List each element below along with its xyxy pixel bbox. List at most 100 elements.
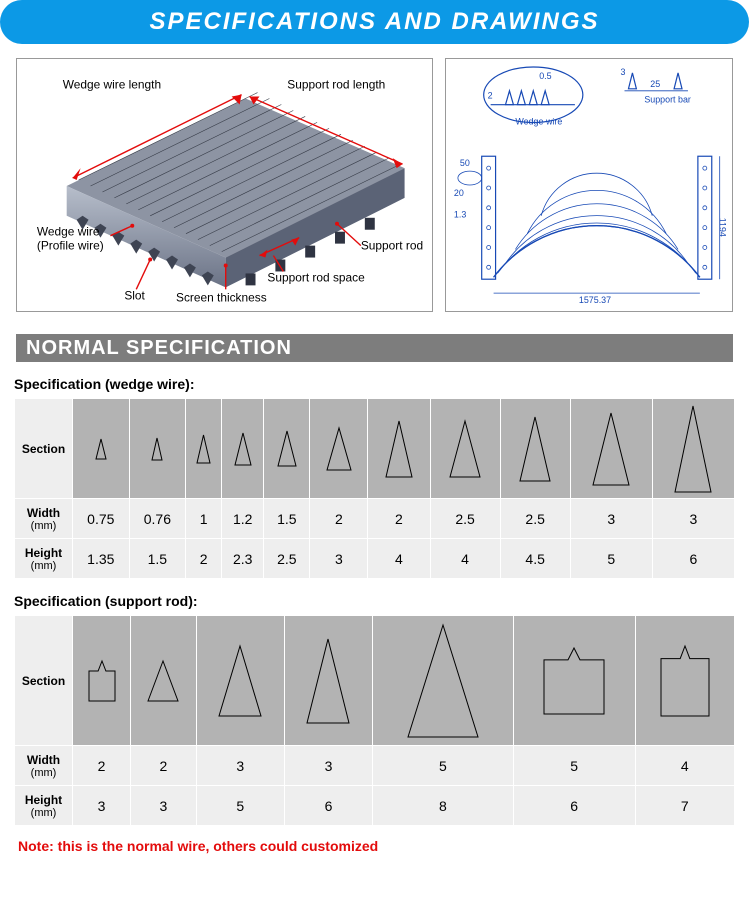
label-profile-wire-l2: (Profile wire) [37,239,104,253]
height-cell: 1.35 [73,539,130,579]
section-cell [73,399,130,499]
table-row-height: Height (mm) 3356867 [15,786,735,826]
label-slot: Slot [124,288,145,302]
section-cell [373,616,514,746]
support-rod-table: Section Width (mm) 2233554 Height (mm) 3… [14,615,735,826]
height-cell: 2 [186,539,222,579]
section-cell [284,616,372,746]
width-cell: 3 [652,499,734,539]
subheader-text: NORMAL SPECIFICATION [16,337,292,360]
note-text: Note: this is the normal wire, others co… [0,826,749,864]
section-cell [310,399,368,499]
table-row-width: Width (mm) 0.750.7611.21.5222.52.533 [15,499,735,539]
width-cell: 2.5 [430,499,500,539]
rowhead-section: Section [15,399,73,499]
width-cell: 5 [373,746,514,786]
support-table-title: Specification (support rod): [0,579,749,615]
wedge-panel-3d-diagram: Wedge wire length Support rod length Wed… [17,58,432,312]
diagram-tech-drawing: 0.5 2 Wedge wire 3 25 Support bar [445,58,733,312]
height-cell: 4.5 [500,539,570,579]
wedge-table-title: Specification (wedge wire): [0,362,749,398]
tech-dim-1194: 1194 [718,218,728,237]
rowhead-width-label: Width [27,753,60,767]
height-cell: 4 [368,539,430,579]
page-banner: SPECIFICATIONS AND DRAWINGS [0,0,749,44]
tech-label-wedge-wire: Wedge wire [516,117,563,127]
height-cell: 3 [310,539,368,579]
rowhead-height-label: Height [25,793,62,807]
rowhead-section: Section [15,616,73,746]
section-cell [264,399,310,499]
width-cell: 2 [73,746,131,786]
wedge-wire-table: Section Width (mm) 0.750.7611.21.5222.52… [14,398,735,579]
tech-dim-1575: 1575.37 [579,295,611,305]
height-cell: 5 [196,786,284,826]
tech-dim-50: 50 [460,158,470,168]
height-cell: 6 [284,786,372,826]
width-cell: 1.5 [264,499,310,539]
height-cell: 6 [513,786,635,826]
label-screen-thickness: Screen thickness [176,290,267,304]
section-cell [222,399,264,499]
height-cell: 6 [652,539,734,579]
section-cell [73,616,131,746]
label-support-rod: Support rod [361,239,423,253]
section-cell [570,399,652,499]
section-cell [513,616,635,746]
width-cell: 2 [368,499,430,539]
section-cell [129,399,186,499]
section-cell [430,399,500,499]
height-cell: 3 [73,786,131,826]
width-cell: 2.5 [500,499,570,539]
label-support-rod-space: Support rod space [267,270,365,284]
height-cell: 7 [635,786,734,826]
height-cell: 2.5 [264,539,310,579]
diagram-3d-panel: Wedge wire length Support rod length Wed… [16,58,433,312]
section-cell [186,399,222,499]
height-cell: 4 [430,539,500,579]
width-cell: 4 [635,746,734,786]
tech-dim-25: 25 [651,79,661,89]
label-wedge-wire-length: Wedge wire length [63,78,161,92]
table-row-section: Section [15,616,735,746]
subheader-bar: NORMAL SPECIFICATION [16,334,733,362]
tech-dim-05: 0.5 [540,71,552,81]
rowhead-width-unit: (mm) [17,520,70,532]
height-cell: 1.5 [129,539,186,579]
sieve-bend-drawing: 0.5 2 Wedge wire 3 25 Support bar [446,58,732,312]
rowhead-width-label: Width [27,506,60,520]
width-cell: 2 [131,746,197,786]
rowhead-height-label: Height [25,546,62,560]
rowhead-width: Width (mm) [15,746,73,786]
width-cell: 1 [186,499,222,539]
section-cell [652,399,734,499]
width-cell: 3 [570,499,652,539]
banner-title: SPECIFICATIONS AND DRAWINGS [149,8,599,36]
section-cell [500,399,570,499]
height-cell: 5 [570,539,652,579]
width-cell: 2 [310,499,368,539]
width-cell: 5 [513,746,635,786]
height-cell: 2.3 [222,539,264,579]
tech-dim-3: 3 [621,67,626,77]
width-cell: 0.76 [129,499,186,539]
width-cell: 3 [284,746,372,786]
height-cell: 3 [131,786,197,826]
section-cell [635,616,734,746]
diagrams-row: Wedge wire length Support rod length Wed… [0,44,749,326]
rowhead-height: Height (mm) [15,786,73,826]
section-cell [196,616,284,746]
rowhead-width: Width (mm) [15,499,73,539]
width-cell: 0.75 [73,499,130,539]
tech-dim-20: 20 [454,188,464,198]
tech-dim-1-3: 1.3 [454,210,466,220]
section-cell [131,616,197,746]
rowhead-height-unit: (mm) [17,807,70,819]
width-cell: 1.2 [222,499,264,539]
height-cell: 8 [373,786,514,826]
rowhead-width-unit: (mm) [17,767,70,779]
table-row-width: Width (mm) 2233554 [15,746,735,786]
rowhead-height: Height (mm) [15,539,73,579]
tech-label-support-bar: Support bar [645,95,692,105]
table-row-section: Section [15,399,735,499]
